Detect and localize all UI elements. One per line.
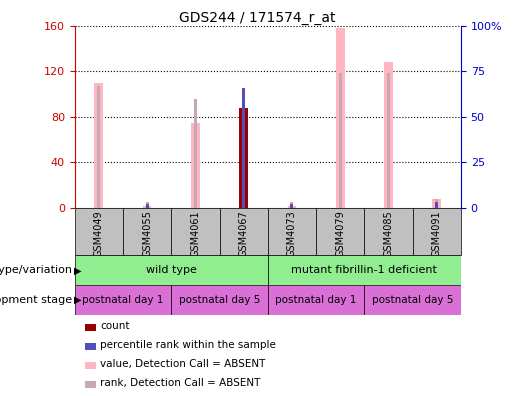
Text: postnatal day 5: postnatal day 5 (372, 295, 453, 305)
Text: postnatal day 1: postnatal day 1 (276, 295, 357, 305)
Bar (219, 208, 268, 255)
Text: development stage: development stage (0, 295, 72, 305)
Bar (384, 62, 393, 208)
Bar (143, 206, 151, 208)
Bar (146, 202, 148, 208)
Text: ▶: ▶ (74, 265, 81, 275)
Bar (75, 255, 268, 285)
Bar (435, 202, 438, 208)
Bar (171, 285, 268, 315)
Bar (239, 108, 248, 208)
Text: value, Detection Call = ABSENT: value, Detection Call = ABSENT (100, 359, 266, 369)
Bar (97, 86, 100, 208)
Bar (435, 199, 438, 208)
Bar (191, 122, 200, 208)
Text: GSM4067: GSM4067 (238, 210, 249, 257)
Bar (339, 73, 341, 208)
Bar (268, 255, 461, 285)
Text: rank, Detection Call = ABSENT: rank, Detection Call = ABSENT (100, 378, 261, 388)
Text: mutant fibrillin-1 deficient: mutant fibrillin-1 deficient (291, 265, 437, 275)
Bar (242, 88, 245, 208)
Bar (75, 285, 171, 315)
Text: GSM4073: GSM4073 (287, 210, 297, 257)
Bar (94, 83, 103, 208)
Bar (146, 204, 148, 208)
Text: genotype/variation: genotype/variation (0, 265, 72, 275)
Bar (336, 28, 345, 208)
Bar (290, 202, 294, 208)
Bar (123, 208, 171, 255)
Bar (171, 208, 219, 255)
Bar (316, 208, 365, 255)
Text: percentile rank within the sample: percentile rank within the sample (100, 340, 277, 350)
Text: postnatal day 5: postnatal day 5 (179, 295, 260, 305)
Bar (75, 208, 123, 255)
Bar (413, 208, 461, 255)
Text: postnatal day 1: postnatal day 1 (82, 295, 164, 305)
Text: GSM4085: GSM4085 (384, 210, 393, 257)
Bar (290, 204, 294, 208)
Bar (268, 285, 365, 315)
Bar (365, 208, 413, 255)
Bar (268, 208, 316, 255)
Text: GSM4091: GSM4091 (432, 210, 442, 257)
Text: count: count (100, 321, 130, 331)
Bar (433, 199, 441, 208)
Text: GSM4079: GSM4079 (335, 210, 345, 257)
Text: wild type: wild type (146, 265, 197, 275)
Bar (194, 99, 197, 208)
Text: GSM4061: GSM4061 (191, 210, 200, 257)
Text: GDS244 / 171574_r_at: GDS244 / 171574_r_at (179, 11, 336, 25)
Text: ▶: ▶ (74, 295, 81, 305)
Text: GSM4055: GSM4055 (142, 210, 152, 257)
Bar (365, 285, 461, 315)
Text: GSM4049: GSM4049 (94, 210, 104, 257)
Bar (387, 73, 390, 208)
Bar (287, 206, 296, 208)
